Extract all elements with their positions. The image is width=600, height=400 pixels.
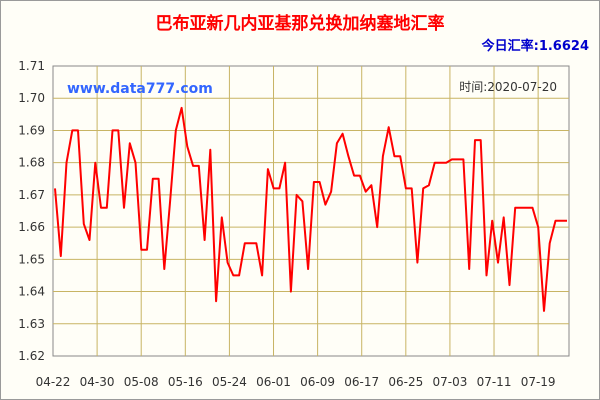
y-tick-label: 1.65 bbox=[18, 252, 45, 266]
x-tick-label: 06-01 bbox=[256, 375, 291, 389]
x-tick-label: 04-30 bbox=[80, 375, 115, 389]
x-tick-label: 05-08 bbox=[124, 375, 159, 389]
y-axis: 1.62 1.63 1.64 1.65 1.66 1.67 1.68 1.69 1.70 1.71 bbox=[18, 59, 45, 363]
y-tick-label: 1.69 bbox=[18, 123, 45, 137]
x-tick-label: 07-11 bbox=[477, 375, 512, 389]
x-tick-label: 06-17 bbox=[344, 375, 379, 389]
x-axis: 04-22 04-30 05-08 05-16 05-24 06-01 06-09 06-17… bbox=[36, 375, 556, 389]
y-tick-label: 1.62 bbox=[18, 349, 45, 363]
chart-title: 巴布亚新几内亚基那兑换加纳塞地汇率 bbox=[156, 13, 445, 34]
y-tick-label: 1.66 bbox=[18, 220, 45, 234]
x-tick-label: 06-09 bbox=[300, 375, 335, 389]
x-tick-label: 04-22 bbox=[36, 375, 71, 389]
watermark-text: www.data777.com bbox=[67, 81, 213, 97]
x-tick-label: 06-25 bbox=[388, 375, 423, 389]
y-tick-label: 1.64 bbox=[18, 285, 45, 299]
y-tick-label: 1.68 bbox=[18, 156, 45, 170]
y-tick-label: 1.67 bbox=[18, 188, 45, 202]
series-line-0 bbox=[54, 106, 567, 312]
x-tick-label: 07-19 bbox=[521, 375, 556, 389]
date-label: 时间:2020-07-20 bbox=[459, 80, 557, 94]
y-tick-label: 1.70 bbox=[18, 91, 45, 105]
current-rate-label: 今日汇率:1.6624 bbox=[481, 38, 589, 54]
x-tick-label: 05-16 bbox=[168, 375, 203, 389]
y-tick-label: 1.71 bbox=[18, 59, 45, 73]
x-tick-label: 05-24 bbox=[212, 375, 247, 389]
y-tick-label: 1.63 bbox=[18, 317, 45, 331]
x-tick-label: 07-03 bbox=[432, 375, 467, 389]
grid-lines bbox=[53, 66, 569, 356]
series-group bbox=[54, 106, 567, 312]
